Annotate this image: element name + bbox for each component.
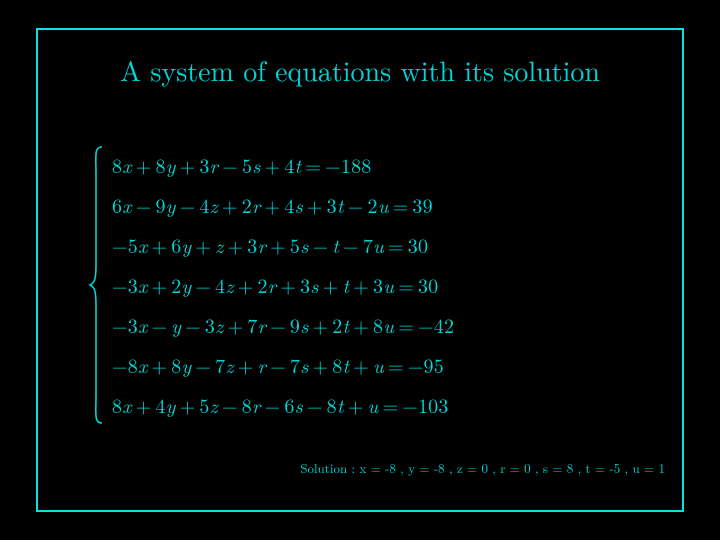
equation-row: 6x−9y−4z+2r+4s+3t−2u=39	[112, 185, 454, 225]
left-brace-icon	[88, 145, 106, 425]
equation-row: 8x+8y+3r−5s+4t=−188	[112, 145, 454, 185]
equation-row: 8x+4y+5z−8r−6s−8t+u=−103	[112, 385, 454, 425]
equation-list: 8x+8y+3r−5s+4t=−1886x−9y−4z+2r+4s+3t−2u=…	[112, 145, 454, 425]
equation-row: −5x+6y+z+3r+5s−t−7u=30	[112, 225, 454, 265]
page-title: A system of equations with its solution	[120, 50, 600, 90]
solution-text: Solution : x = -8 , y = -8 , z = 0 , r =…	[300, 458, 665, 477]
equation-row: −3x−y−3z+7r−9s+2t+8u=−42	[112, 305, 454, 345]
equation-row: −8x+8y−7z+r−7s+8t+u=−95	[112, 345, 454, 385]
equation-system: 8x+8y+3r−5s+4t=−1886x−9y−4z+2r+4s+3t−2u=…	[88, 145, 454, 425]
equation-row: −3x+2y−4z+2r+3s+t+3u=30	[112, 265, 454, 305]
